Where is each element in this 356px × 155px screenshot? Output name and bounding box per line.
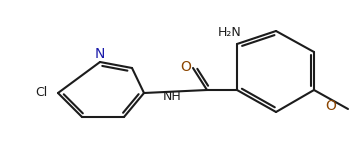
Text: O: O (180, 60, 192, 74)
Text: NH: NH (163, 89, 181, 102)
Text: Cl: Cl (35, 86, 47, 100)
Text: O: O (326, 99, 336, 113)
Text: H₂N: H₂N (218, 27, 242, 40)
Text: N: N (95, 47, 105, 61)
